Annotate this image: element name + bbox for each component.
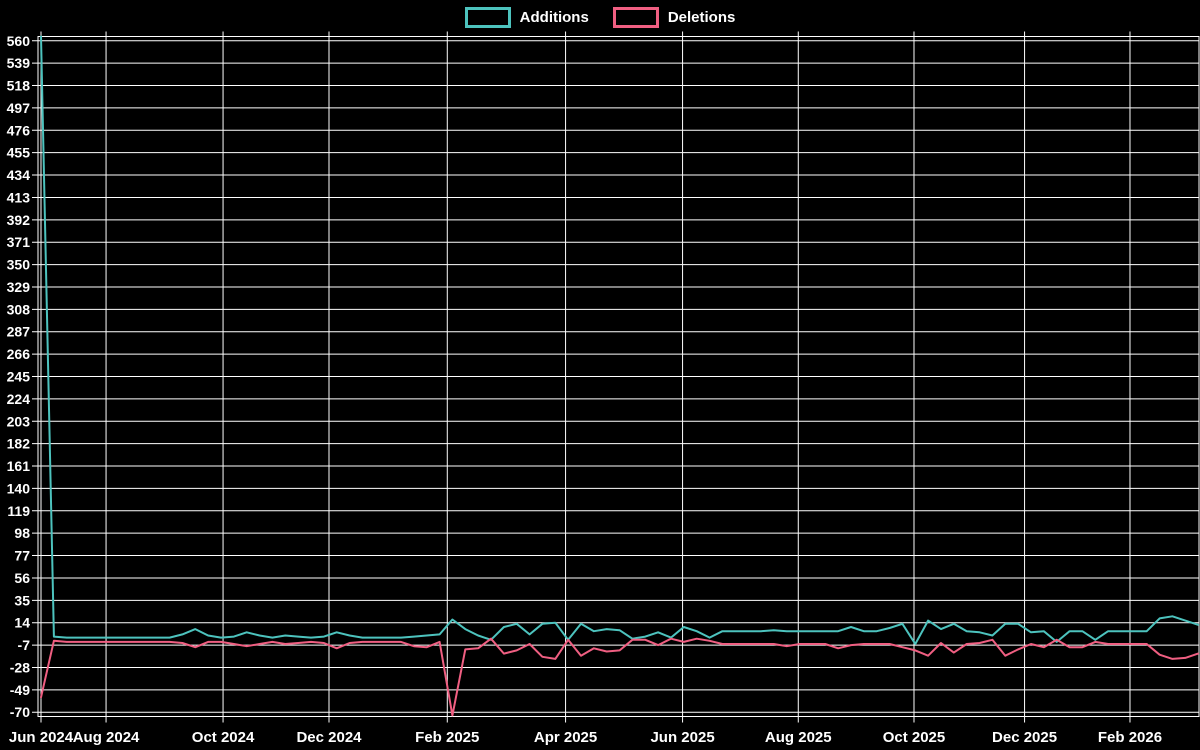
y-tick-label: 476 bbox=[7, 122, 31, 138]
y-tick-label: 329 bbox=[7, 279, 31, 295]
y-tick-label: 161 bbox=[7, 458, 31, 474]
y-tick-label: 56 bbox=[14, 570, 30, 586]
x-tick-label: Aug 2024 bbox=[73, 729, 140, 746]
x-tick-label: Feb 2026 bbox=[1098, 729, 1162, 746]
additions-line bbox=[40, 35, 1200, 645]
y-tick-label: -70 bbox=[10, 704, 30, 720]
x-tick-label: Dec 2025 bbox=[992, 729, 1057, 746]
x-tick-label: Oct 2024 bbox=[192, 729, 255, 746]
y-tick-label: 77 bbox=[14, 548, 30, 564]
deletions-color-swatch bbox=[612, 7, 659, 28]
x-tick-label: Jun 2025 bbox=[650, 729, 714, 746]
y-tick-label: 455 bbox=[7, 145, 31, 161]
additions-color-swatch bbox=[464, 7, 511, 28]
y-tick-label: 413 bbox=[7, 189, 31, 205]
y-tick-label: 308 bbox=[7, 301, 31, 317]
x-tick-label: Oct 2025 bbox=[883, 729, 946, 746]
chart-legend: Additions Deletions bbox=[0, 7, 1200, 28]
y-tick-label: 119 bbox=[7, 503, 30, 519]
y-tick-label: 203 bbox=[7, 413, 31, 429]
y-tick-label: -49 bbox=[10, 682, 30, 698]
y-tick-label: 539 bbox=[7, 55, 31, 71]
y-tick-label: 434 bbox=[7, 167, 31, 183]
legend-item-additions[interactable]: Additions bbox=[464, 7, 589, 28]
y-tick-label: 245 bbox=[7, 369, 31, 385]
x-tick-label: Aug 2025 bbox=[765, 729, 832, 746]
y-tick-label: 497 bbox=[7, 100, 31, 116]
y-tick-label: 266 bbox=[7, 346, 31, 362]
y-tick-label: 287 bbox=[7, 324, 31, 340]
y-tick-label: 518 bbox=[7, 78, 31, 94]
y-tick-label: -28 bbox=[10, 659, 30, 675]
plot-border bbox=[37, 36, 1200, 717]
x-tick-label: Feb 2025 bbox=[415, 729, 479, 746]
x-tick-label: Dec 2024 bbox=[296, 729, 362, 746]
y-tick-label: 140 bbox=[7, 480, 31, 496]
y-tick-label: 14 bbox=[14, 615, 30, 631]
y-tick-label: 224 bbox=[7, 391, 31, 407]
y-tick-label: 350 bbox=[7, 257, 31, 273]
y-tick-label: 371 bbox=[7, 234, 31, 250]
legend-item-deletions[interactable]: Deletions bbox=[612, 7, 736, 28]
deletions-line bbox=[40, 637, 1200, 717]
y-tick-label: 35 bbox=[14, 592, 30, 608]
legend-label-deletions: Deletions bbox=[667, 9, 736, 26]
x-tick-label: Jun 2024 bbox=[9, 729, 74, 746]
y-tick-label: -7 bbox=[18, 637, 31, 653]
y-tick-label: 182 bbox=[7, 436, 31, 452]
y-tick-label: 392 bbox=[7, 212, 31, 228]
legend-label-additions: Additions bbox=[519, 9, 589, 26]
y-tick-label: 560 bbox=[7, 33, 31, 49]
x-tick-label: Apr 2025 bbox=[534, 729, 597, 746]
y-tick-label: 98 bbox=[14, 525, 30, 541]
